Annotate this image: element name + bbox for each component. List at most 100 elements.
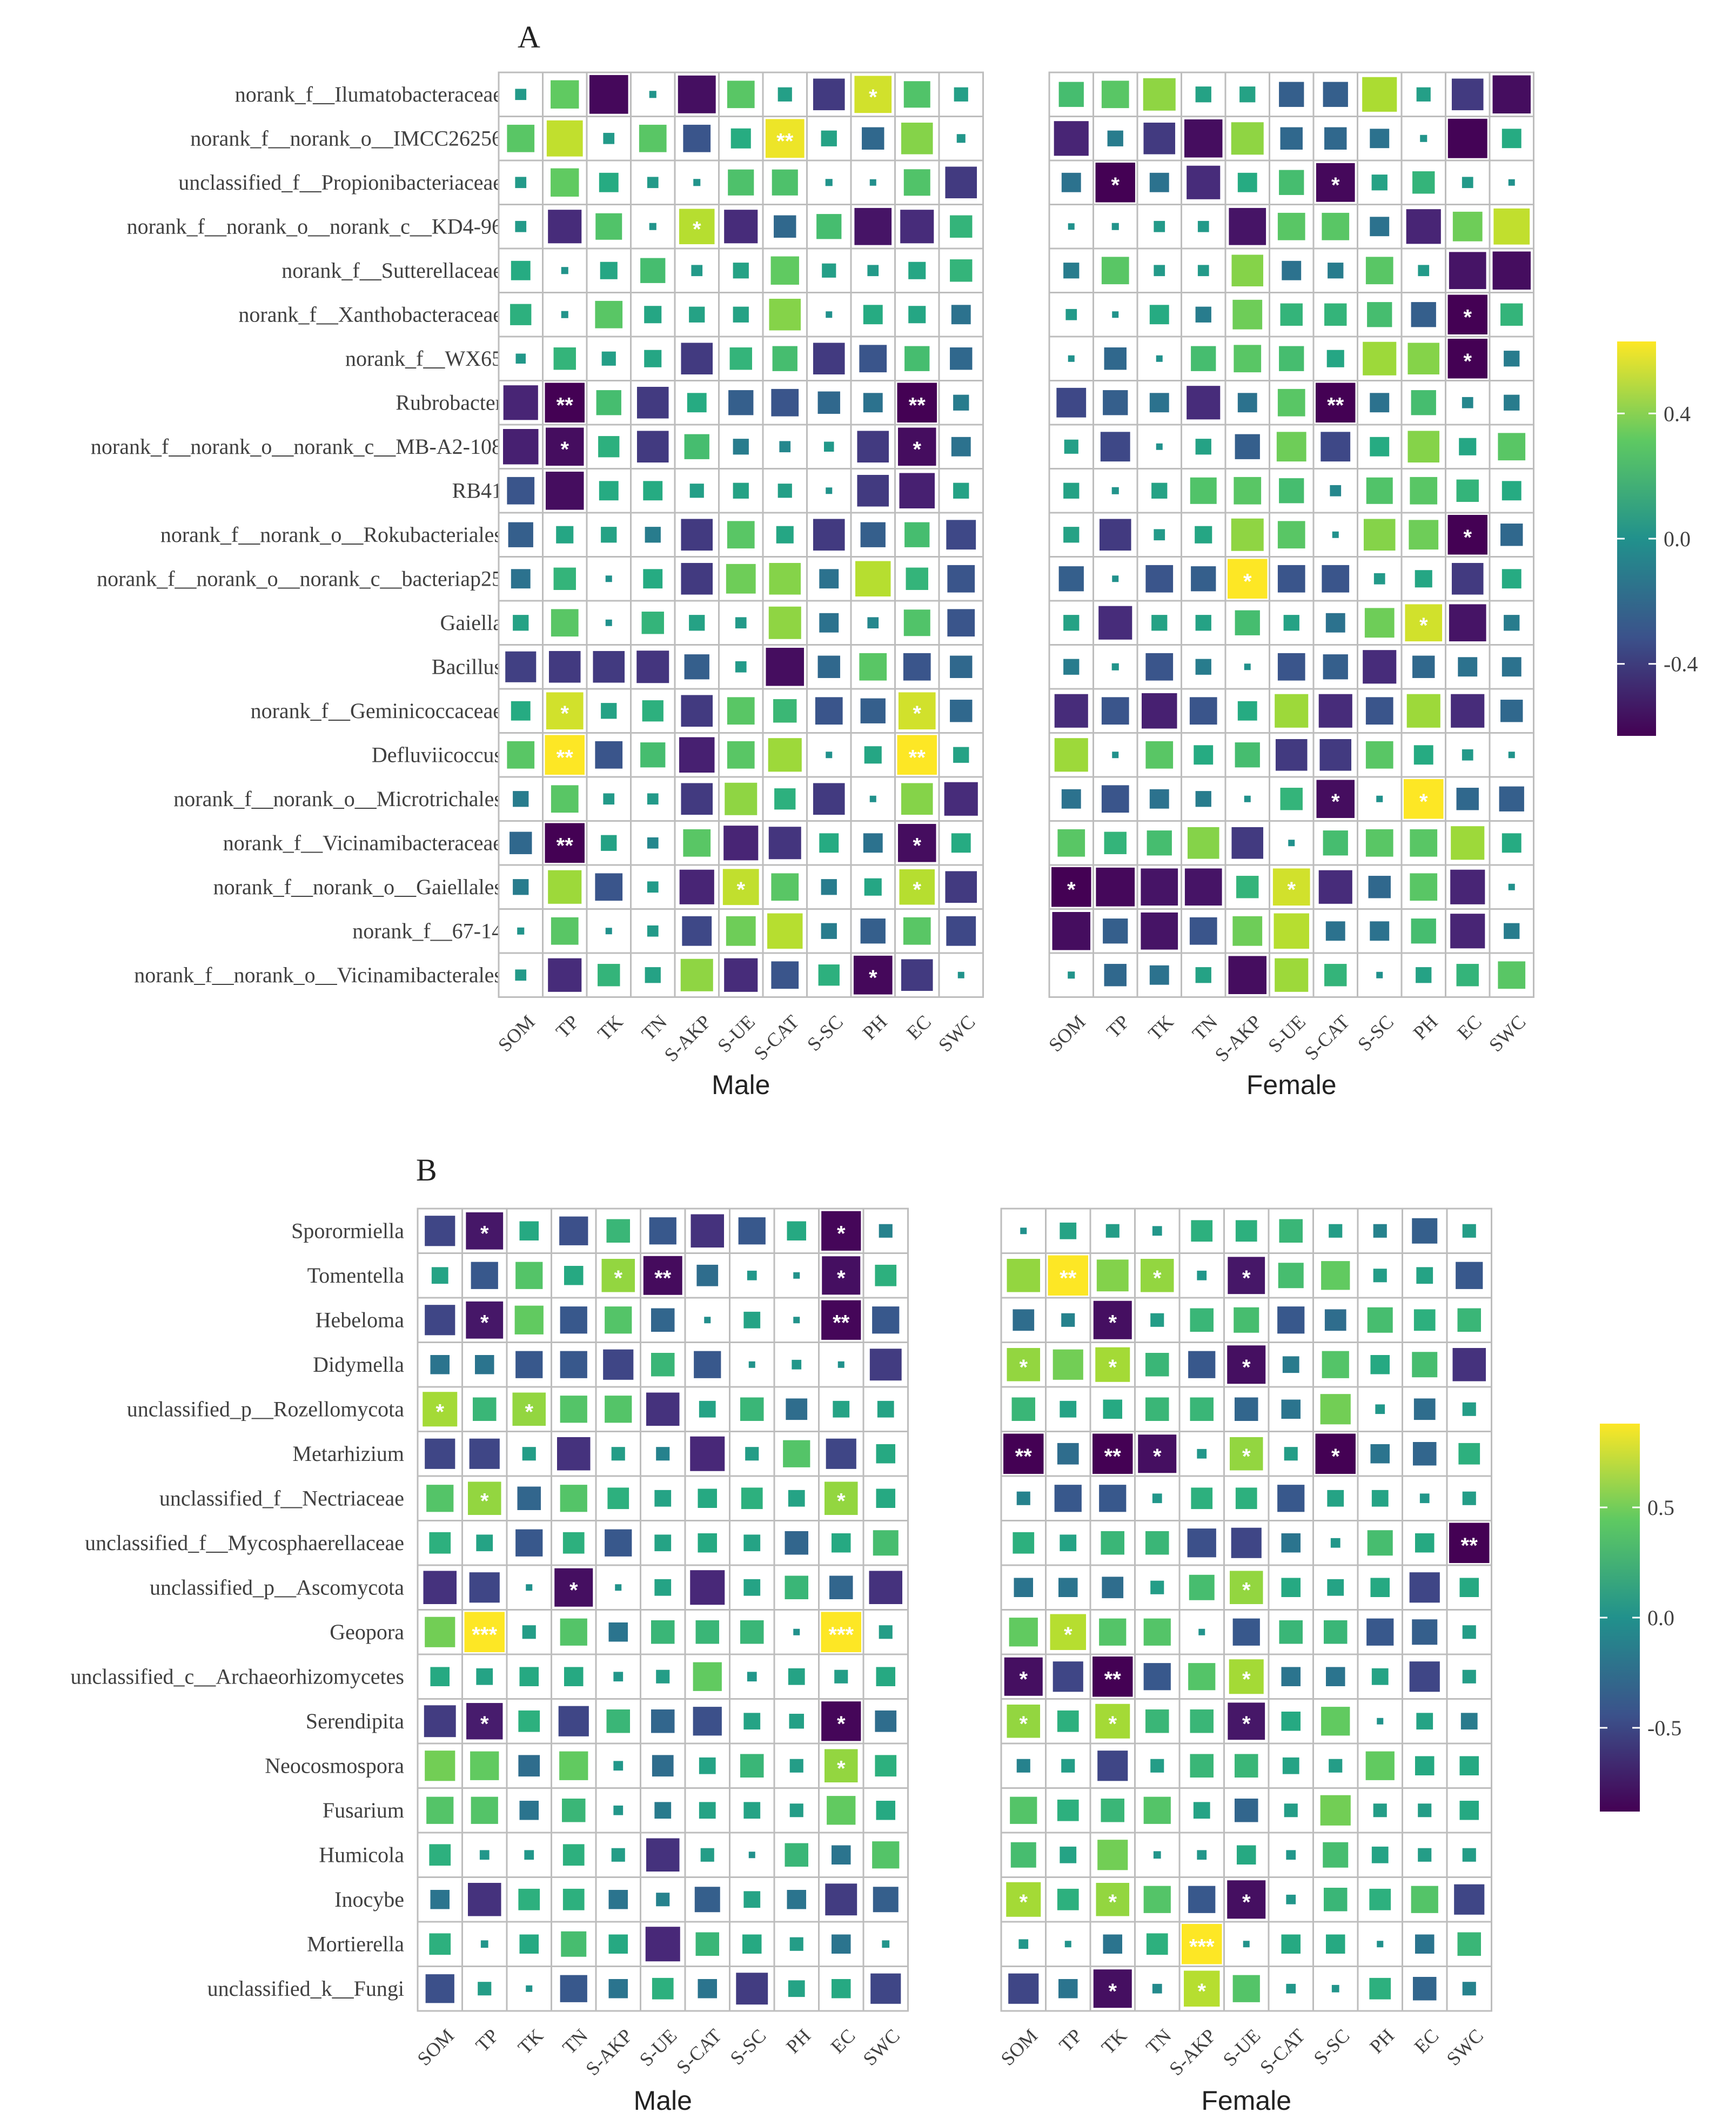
- correlation-square: [1063, 615, 1080, 631]
- correlation-square: [562, 1888, 585, 1910]
- correlation-square: [517, 1486, 541, 1510]
- significance-mark: *: [1287, 878, 1296, 902]
- correlation-square: [904, 346, 930, 371]
- correlation-square: [430, 1354, 450, 1374]
- correlation-square: [698, 1533, 718, 1553]
- column-label: TN: [1142, 2024, 1175, 2058]
- correlation-square: [522, 1625, 536, 1639]
- correlation-square: [1462, 1402, 1476, 1416]
- correlation-square: [684, 654, 709, 680]
- column-label: S-SC: [1353, 1011, 1398, 1055]
- correlation-square: [783, 1440, 810, 1467]
- correlation-square: [1281, 1533, 1301, 1553]
- correlation-square: [687, 393, 707, 413]
- correlation-square: [950, 215, 973, 238]
- correlation-square: [1093, 1300, 1132, 1339]
- correlation-square: [608, 1622, 628, 1642]
- column-label: TP: [1102, 1011, 1134, 1042]
- correlation-square: [1103, 1934, 1123, 1954]
- significance-mark: *: [1108, 1311, 1117, 1334]
- correlation-square: [689, 484, 704, 498]
- correlation-square: [595, 741, 623, 769]
- correlation-square: [1272, 868, 1310, 906]
- correlation-square: [1406, 209, 1441, 244]
- correlation-square: [733, 439, 749, 455]
- correlation-square: [1411, 1886, 1438, 1913]
- correlation-square: [1104, 347, 1127, 370]
- correlation-square: [1189, 917, 1217, 945]
- correlation-square: [957, 971, 964, 978]
- grid-cell: [1312, 1297, 1359, 1343]
- correlation-square: [689, 615, 705, 631]
- correlation-square: [694, 1351, 721, 1378]
- correlation-square: [903, 169, 930, 196]
- correlation-square: [1279, 1219, 1303, 1243]
- correlation-square: [647, 793, 659, 805]
- correlation-square: [1145, 741, 1174, 769]
- correlation-square: [644, 350, 662, 367]
- correlation-square: [1363, 650, 1397, 684]
- correlation-square: [548, 210, 582, 244]
- column-label: SOM: [1044, 1011, 1089, 1056]
- correlation-square: [1187, 827, 1219, 859]
- correlation-square: [1458, 1443, 1480, 1465]
- correlation-square: [1415, 1756, 1435, 1776]
- correlation-square: [1376, 971, 1383, 978]
- correlation-square: [1325, 613, 1345, 633]
- correlation-square: [1418, 1803, 1432, 1818]
- correlation-square: [1498, 961, 1526, 989]
- correlation-square: [1283, 615, 1299, 631]
- correlation-square: [514, 1305, 544, 1334]
- correlation-square: [1191, 346, 1216, 371]
- correlation-square: [508, 522, 533, 547]
- correlation-square: [471, 1262, 498, 1289]
- correlation-square: [430, 1889, 450, 1909]
- correlation-square: [829, 1575, 853, 1599]
- correlation-square: [1092, 1433, 1133, 1474]
- correlation-square: [680, 958, 713, 991]
- correlation-square: [1452, 211, 1483, 242]
- correlation-square: [1228, 559, 1268, 599]
- correlation-square: [1362, 77, 1397, 112]
- correlation-square: [1286, 1850, 1296, 1860]
- row-label: norank_f__norank_o__Rokubacteriales: [160, 522, 502, 547]
- row-label: norank_f__norank_o__Vicinamibacterales: [134, 963, 502, 987]
- correlation-square: [423, 1392, 458, 1427]
- correlation-square: [560, 1396, 587, 1423]
- correlation-square: [698, 1979, 718, 1998]
- correlation-square: [467, 1481, 501, 1515]
- correlation-square: [611, 1848, 625, 1862]
- correlation-square: [1197, 1850, 1207, 1860]
- correlation-square: [1323, 830, 1348, 856]
- correlation-square: [863, 393, 883, 413]
- correlation-square: [777, 87, 792, 102]
- correlation-square: [518, 1710, 540, 1732]
- correlation-square: [1325, 1934, 1345, 1954]
- correlation-square: [551, 168, 579, 197]
- correlation-square: [1409, 1572, 1440, 1603]
- grid-cell: [1400, 820, 1446, 866]
- correlation-square: [1103, 390, 1128, 415]
- column-label: S-AKP: [581, 2024, 636, 2080]
- column-label: S-SC: [803, 1011, 847, 1055]
- correlation-square: [515, 1351, 543, 1378]
- correlation-square: [425, 1438, 455, 1469]
- row-label: unclassified_f__Propionibacteriaceae: [178, 170, 502, 195]
- correlation-square: [1143, 1618, 1171, 1646]
- correlation-square: [875, 1264, 897, 1286]
- correlation-square: [1235, 1487, 1257, 1510]
- correlation-square: [1324, 1620, 1348, 1644]
- correlation-square: [1365, 1751, 1395, 1780]
- significance-mark: *: [837, 1712, 846, 1736]
- correlation-square: [1232, 1618, 1260, 1646]
- correlation-square: [560, 1975, 587, 2002]
- correlation-square: [656, 1447, 670, 1461]
- correlation-square: [654, 1802, 672, 1819]
- correlation-square: [1332, 531, 1339, 538]
- row-label: Sporormiella: [291, 1218, 404, 1243]
- grid-cell: [1045, 1297, 1091, 1343]
- significance-mark: **: [1104, 1445, 1122, 1468]
- correlation-square: [1502, 129, 1521, 149]
- correlation-square: [736, 1973, 768, 2005]
- correlation-square: [860, 918, 886, 944]
